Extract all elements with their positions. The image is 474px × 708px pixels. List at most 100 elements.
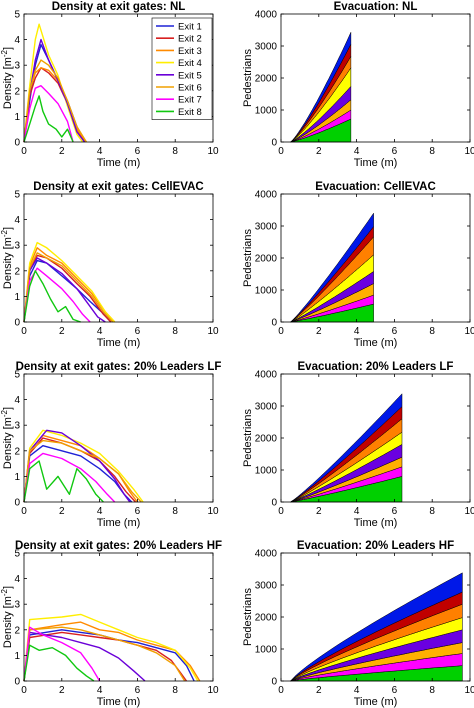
axes-box bbox=[23, 193, 214, 323]
legend-label-exit-1: Exit 1 bbox=[178, 22, 202, 33]
y-axis-label: Density [m-2] bbox=[0, 407, 14, 469]
y-axis-label: Density [m-2] bbox=[0, 47, 14, 109]
x-tick-label: 6 bbox=[392, 326, 398, 337]
x-tick-label: 6 bbox=[135, 146, 141, 157]
y-axis-label-exponent: -2 bbox=[0, 588, 9, 596]
y-axis-label-end: ] bbox=[2, 227, 14, 230]
chart-title: Density at exit gates: 20% Leaders HF bbox=[15, 540, 222, 552]
y-tick-label: 0 bbox=[14, 318, 20, 329]
y-tick-label: 0 bbox=[271, 318, 277, 329]
y-axis-label: Pedestrians bbox=[242, 48, 254, 107]
legend-label-exit-8: Exit 8 bbox=[178, 107, 202, 118]
y-axis-label: Pedestrians bbox=[242, 408, 254, 467]
axes-box bbox=[23, 552, 214, 682]
evacuation-chart-4: 0 2 4 6 8 10 0 1000 2000 3000 4000 Evacuation: 20% … bbox=[242, 540, 474, 708]
y-tick-label: 4 bbox=[14, 215, 20, 226]
x-tick-label: 4 bbox=[354, 146, 360, 157]
evacuation-band-8 bbox=[290, 32, 352, 143]
y-tick-label: 2 bbox=[14, 446, 20, 457]
x-tick-label: 8 bbox=[172, 326, 178, 337]
density-line-exit-6 bbox=[23, 252, 114, 323]
x-tick-label: 10 bbox=[207, 685, 219, 696]
x-tick-label: 10 bbox=[464, 326, 474, 337]
y-tick-label: 0 bbox=[271, 138, 277, 149]
y-tick-label: 3000 bbox=[255, 42, 278, 53]
density-line-exit-4 bbox=[23, 241, 116, 323]
y-tick-label: 1000 bbox=[255, 466, 278, 477]
x-tick-label: 2 bbox=[316, 685, 322, 696]
y-tick-label: 0 bbox=[271, 677, 277, 688]
y-tick-label: 1 bbox=[14, 112, 20, 123]
x-tick-label: 10 bbox=[207, 506, 219, 517]
legend-box bbox=[151, 17, 213, 120]
y-tick-label: 3000 bbox=[255, 222, 278, 233]
x-tick-label: 4 bbox=[97, 326, 103, 337]
y-tick-label: 4 bbox=[14, 395, 20, 406]
legend-label-exit-4: Exit 4 bbox=[178, 58, 202, 69]
y-tick-label: 3 bbox=[14, 241, 20, 252]
density-line-exit-6 bbox=[23, 59, 87, 143]
x-tick-label: 8 bbox=[172, 146, 178, 157]
density-line-exit-8 bbox=[23, 460, 104, 503]
density-line-exit-8 bbox=[23, 270, 81, 323]
legend-label-exit-2: Exit 2 bbox=[178, 34, 202, 45]
y-tick-label: 1 bbox=[14, 472, 20, 483]
y-axis-label-exponent: -2 bbox=[0, 409, 9, 417]
x-tick-label: 2 bbox=[316, 326, 322, 337]
density-chart-2: 0 2 4 6 8 10 0 1 2 3 4 5 Density at exit gates: Cell… bbox=[0, 181, 219, 349]
y-tick-label: 1000 bbox=[255, 106, 278, 117]
evacuation-chart-2: 0 2 4 6 8 10 0 1000 2000 3000 4000 Evacuation: Cell… bbox=[242, 181, 474, 349]
y-tick-label: 2000 bbox=[255, 613, 278, 624]
x-tick-label: 10 bbox=[464, 506, 474, 517]
legend-label-exit-6: Exit 6 bbox=[178, 83, 202, 94]
y-tick-label: 5 bbox=[14, 549, 20, 560]
density-line-exit-4 bbox=[23, 429, 144, 503]
x-tick-label: 2 bbox=[59, 506, 65, 517]
x-tick-label: 6 bbox=[135, 506, 141, 517]
chart-title: Density at exit gates: NL bbox=[52, 1, 186, 13]
y-tick-label: 4000 bbox=[255, 10, 278, 21]
density-line-exit-4 bbox=[23, 23, 84, 143]
chart-title: Density at exit gates: CellEVAC bbox=[33, 181, 203, 193]
x-tick-label: 10 bbox=[207, 146, 219, 157]
y-tick-label: 2000 bbox=[255, 74, 278, 85]
y-tick-label: 3 bbox=[14, 61, 20, 72]
y-tick-label: 2 bbox=[14, 86, 20, 97]
x-axis-label: Time (m) bbox=[354, 696, 398, 708]
x-tick-label: 2 bbox=[59, 146, 65, 157]
evacuation-band-8 bbox=[290, 572, 463, 682]
density-chart-1: 0 2 4 6 8 10 0 1 2 3 4 5 Density at exit gates: NL Ti… bbox=[0, 1, 219, 169]
x-tick-label: 8 bbox=[429, 326, 435, 337]
plot-area bbox=[24, 194, 213, 322]
x-tick-label: 10 bbox=[464, 146, 474, 157]
evacuation-band-8 bbox=[290, 212, 374, 323]
x-axis-label: Time (m) bbox=[354, 517, 398, 529]
axes-box bbox=[23, 13, 214, 143]
y-tick-label: 2 bbox=[14, 625, 20, 636]
y-axis-label-base: Density [m bbox=[2, 237, 14, 289]
legend-label-exit-5: Exit 5 bbox=[178, 70, 202, 81]
x-tick-label: 8 bbox=[429, 685, 435, 696]
y-tick-label: 2000 bbox=[255, 434, 278, 445]
axes-box bbox=[23, 373, 214, 503]
y-tick-label: 3000 bbox=[255, 581, 278, 592]
density-line-exit-6 bbox=[23, 626, 186, 682]
x-tick-label: 6 bbox=[135, 326, 141, 337]
density-line-exit-8 bbox=[23, 95, 74, 143]
x-tick-label: 0 bbox=[21, 685, 27, 696]
y-tick-label: 1000 bbox=[255, 645, 278, 656]
x-tick-label: 4 bbox=[354, 685, 360, 696]
y-tick-label: 0 bbox=[271, 498, 277, 509]
legend-label-exit-3: Exit 3 bbox=[178, 46, 202, 57]
density-line-exit-7 bbox=[23, 452, 116, 503]
y-tick-label: 3 bbox=[14, 421, 20, 432]
y-tick-label: 0 bbox=[14, 138, 20, 149]
chart-title: Density at exit gates: 20% Leaders LF bbox=[16, 361, 222, 373]
x-axis-label: Time (m) bbox=[97, 696, 141, 708]
density-line-exit-8 bbox=[23, 644, 95, 682]
x-axis-label: Time (m) bbox=[97, 157, 141, 169]
chart-title: Evacuation: CellEVAC bbox=[315, 181, 436, 193]
y-tick-label: 3 bbox=[14, 600, 20, 611]
